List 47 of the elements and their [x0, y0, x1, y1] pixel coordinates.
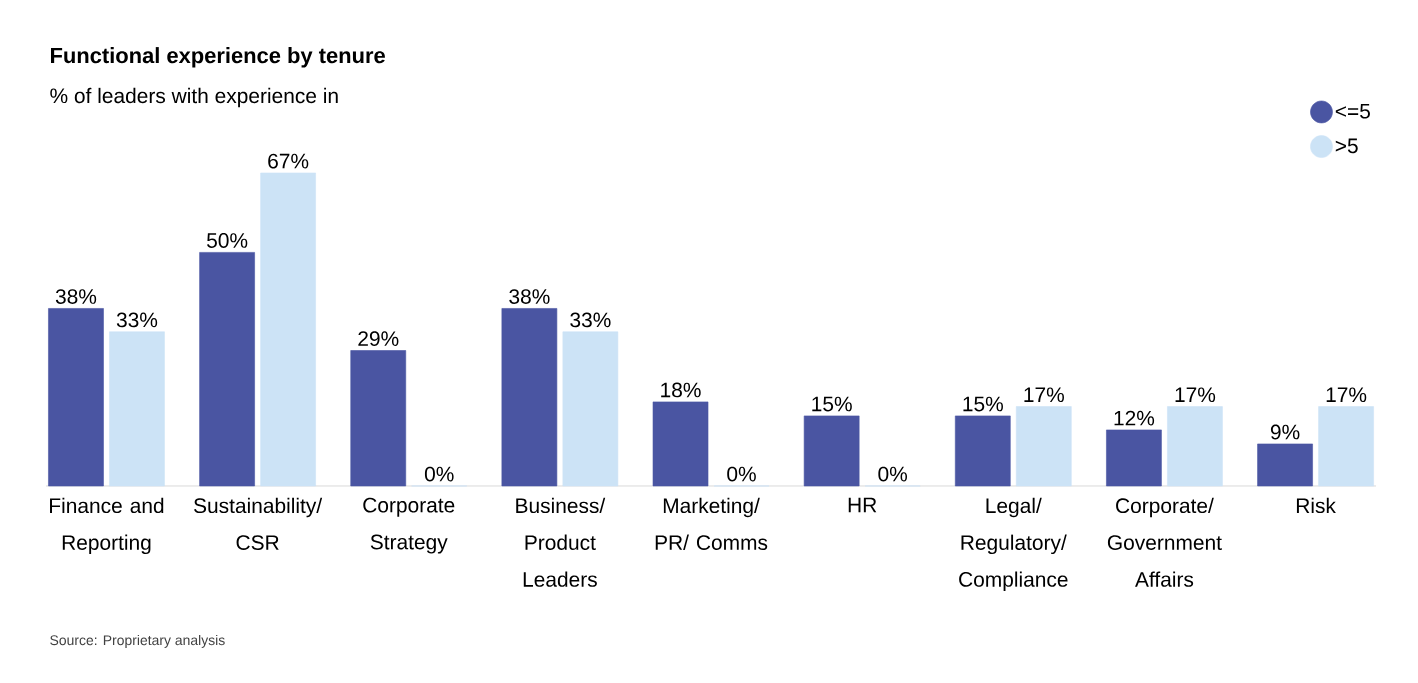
- data-label: 15%: [812, 396, 852, 412]
- bar: [562, 331, 619, 487]
- data-label: 17%: [1024, 387, 1064, 403]
- data-label: 17%: [1326, 387, 1367, 403]
- data-label: 67%: [268, 153, 309, 169]
- bar: [1106, 429, 1162, 487]
- x-tick-label: HR: [848, 497, 877, 513]
- data-label: 0%: [878, 466, 908, 482]
- data-label: 0%: [424, 466, 454, 482]
- data-label: 18%: [661, 382, 701, 398]
- data-label: 29%: [358, 331, 399, 346]
- bar: [199, 252, 255, 487]
- data-label: 0%: [727, 466, 756, 482]
- x-tick-label: Risk: [1296, 497, 1336, 514]
- source-note: Source: Proprietary analysis: [50, 634, 225, 648]
- bar: [501, 308, 558, 487]
- data-label: 33%: [570, 312, 611, 328]
- x-tick-label: Business/ Product Leaders: [516, 497, 606, 587]
- bar: [1015, 406, 1072, 487]
- data-label: 38%: [55, 289, 97, 304]
- x-tick-label: Sustainability/ CSR: [194, 497, 323, 550]
- bar: [350, 350, 407, 487]
- data-label: 38%: [509, 289, 550, 304]
- data-label: 33%: [116, 312, 158, 328]
- chart-subtitle: % of leaders with experience in: [50, 87, 338, 108]
- bar: [803, 415, 860, 487]
- data-label: 17%: [1175, 387, 1216, 403]
- data-label: 9%: [1270, 424, 1300, 440]
- x-tick-label: Corporate Strategy: [363, 497, 455, 554]
- x-tick-label: Marketing/ PR/ Comms: [655, 497, 768, 550]
- legend-label: >5: [1335, 138, 1358, 154]
- bar: [954, 415, 1011, 487]
- x-tick-label: Corporate/ Government Affairs: [1107, 497, 1222, 587]
- bar: [1318, 406, 1374, 487]
- data-label: 50%: [207, 233, 248, 248]
- chart-title: Functional experience by tenure: [51, 47, 385, 68]
- x-tick-label: Legal/ Regulatory/ Compliance: [959, 497, 1068, 591]
- bar: [109, 331, 165, 487]
- bar: [260, 172, 316, 487]
- data-label: 15%: [963, 396, 1003, 412]
- data-label: 12%: [1114, 410, 1155, 426]
- bar: [1257, 443, 1313, 487]
- bar: [652, 401, 709, 487]
- bar: [1167, 406, 1223, 487]
- legend-label: <=5: [1335, 104, 1370, 119]
- x-tick-label: Finance and Reporting: [50, 497, 164, 555]
- bar: [48, 308, 104, 487]
